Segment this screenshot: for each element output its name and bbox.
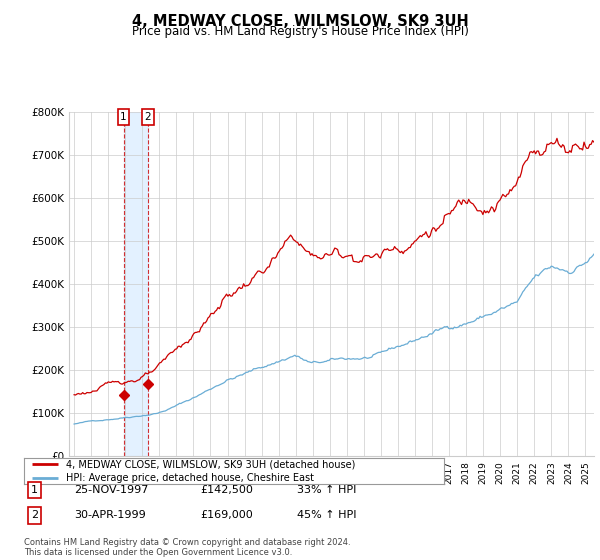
Text: £169,000: £169,000: [200, 510, 253, 520]
Bar: [124, 112, 148, 456]
Text: 4, MEDWAY CLOSE, WILMSLOW, SK9 3UH (detached house): 4, MEDWAY CLOSE, WILMSLOW, SK9 3UH (deta…: [66, 459, 355, 469]
Text: 30-APR-1999: 30-APR-1999: [74, 510, 146, 520]
Text: 2: 2: [145, 112, 151, 122]
Text: Price paid vs. HM Land Registry's House Price Index (HPI): Price paid vs. HM Land Registry's House …: [131, 25, 469, 38]
Text: 2: 2: [31, 510, 38, 520]
Text: 45% ↑ HPI: 45% ↑ HPI: [297, 510, 356, 520]
Text: Contains HM Land Registry data © Crown copyright and database right 2024.
This d: Contains HM Land Registry data © Crown c…: [24, 538, 350, 557]
Text: 1: 1: [120, 112, 127, 122]
Text: 25-NOV-1997: 25-NOV-1997: [74, 485, 149, 495]
Text: 4, MEDWAY CLOSE, WILMSLOW, SK9 3UH: 4, MEDWAY CLOSE, WILMSLOW, SK9 3UH: [131, 14, 469, 29]
Text: 1: 1: [31, 485, 38, 495]
Text: HPI: Average price, detached house, Cheshire East: HPI: Average price, detached house, Ches…: [66, 474, 314, 483]
Text: 33% ↑ HPI: 33% ↑ HPI: [297, 485, 356, 495]
Text: £142,500: £142,500: [200, 485, 253, 495]
